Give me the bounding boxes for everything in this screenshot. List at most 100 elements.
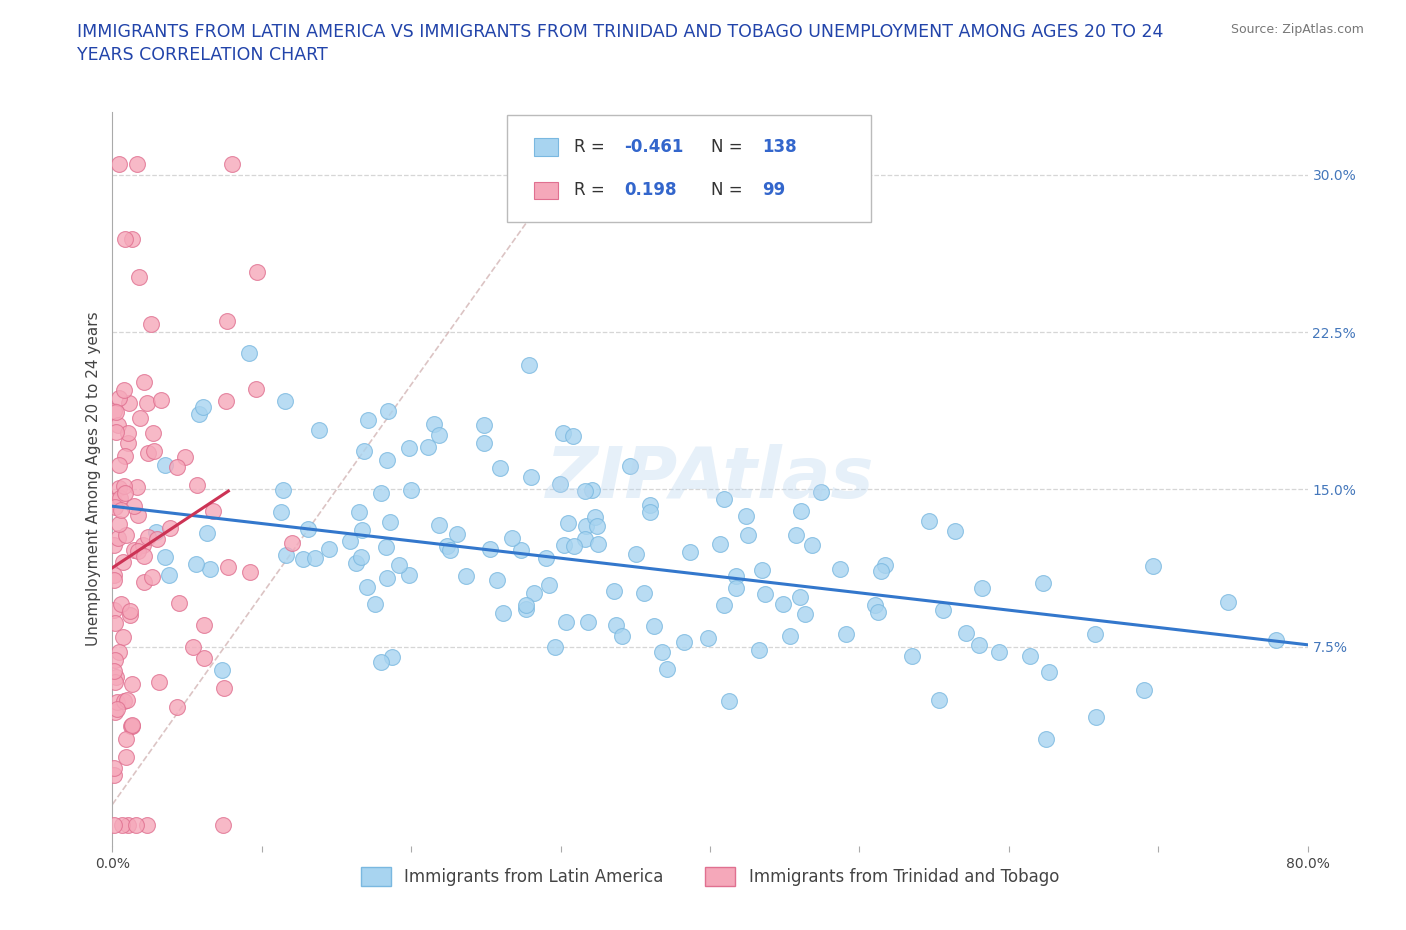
Point: [510, 543, 533, 558]
Point: [380, 514, 402, 529]
Point: [398, 441, 420, 456]
Point: [181, 640, 204, 655]
Point: [157, 567, 180, 582]
Point: [142, 444, 165, 458]
Point: [136, 529, 159, 544]
Point: [932, 603, 955, 618]
Point: [538, 578, 561, 592]
Point: [111, 817, 134, 832]
Point: [125, 156, 148, 171]
Point: [724, 568, 747, 583]
Point: [212, 681, 235, 696]
Point: [122, 542, 145, 557]
Point: [150, 392, 173, 407]
Point: [173, 449, 195, 464]
Point: [107, 418, 129, 432]
Point: [132, 549, 155, 564]
Point: [544, 640, 567, 655]
Point: [246, 265, 269, 280]
Point: [112, 554, 135, 569]
Point: [145, 525, 167, 539]
Text: -0.461: -0.461: [624, 138, 683, 155]
Point: [103, 493, 125, 508]
Point: [108, 157, 131, 172]
Point: [657, 661, 679, 676]
Point: [370, 654, 392, 669]
Point: [901, 649, 924, 664]
Point: [108, 516, 131, 531]
Point: [145, 532, 167, 547]
Legend: Immigrants from Latin America, Immigrants from Trinidad and Tobago: Immigrants from Latin America, Immigrant…: [354, 860, 1066, 893]
Point: [737, 528, 759, 543]
Point: [918, 513, 941, 528]
Point: [105, 695, 128, 710]
Point: [574, 532, 596, 547]
Point: [292, 552, 315, 567]
Point: [121, 677, 143, 692]
Point: [239, 565, 262, 579]
Point: [103, 817, 125, 832]
Text: IMMIGRANTS FROM LATIN AMERICA VS IMMIGRANTS FROM TRINIDAD AND TOBAGO UNEMPLOYMEN: IMMIGRANTS FROM LATIN AMERICA VS IMMIGRA…: [77, 23, 1164, 41]
Point: [148, 674, 170, 689]
Point: [454, 569, 477, 584]
Point: [619, 458, 641, 473]
Point: [105, 424, 128, 439]
Point: [103, 761, 125, 776]
Point: [987, 645, 1010, 660]
Point: [155, 458, 177, 472]
Point: [1018, 648, 1040, 663]
Point: [339, 534, 361, 549]
Point: [112, 479, 135, 494]
Point: [117, 435, 139, 450]
Point: [638, 498, 661, 512]
Point: [472, 435, 495, 450]
Point: [1142, 558, 1164, 573]
Point: [136, 395, 159, 410]
Point: [141, 426, 163, 441]
Point: [353, 444, 375, 458]
Point: [734, 509, 756, 524]
Point: [114, 232, 136, 246]
Point: [118, 604, 141, 618]
Point: [114, 486, 136, 501]
Point: [562, 429, 585, 444]
Point: [488, 460, 510, 475]
Point: [557, 516, 579, 531]
Point: [969, 637, 991, 652]
Point: [1218, 595, 1240, 610]
Point: [928, 692, 950, 707]
Point: [870, 564, 893, 578]
Point: [304, 550, 326, 565]
Point: [583, 510, 606, 525]
Point: [1265, 632, 1288, 647]
Point: [709, 537, 731, 551]
Point: [125, 817, 148, 832]
Point: [697, 631, 720, 645]
Point: [381, 650, 404, 665]
Point: [515, 597, 537, 612]
Point: [429, 428, 451, 443]
Point: [436, 538, 458, 553]
Point: [725, 580, 748, 595]
Point: [103, 404, 125, 418]
Point: [193, 400, 215, 415]
Point: [643, 618, 665, 633]
Bar: [534, 181, 558, 199]
Point: [356, 579, 378, 594]
Point: [640, 504, 662, 519]
Text: 0.198: 0.198: [624, 181, 676, 199]
Point: [588, 537, 610, 551]
Point: [193, 651, 215, 666]
Point: [132, 575, 155, 590]
Point: [519, 469, 541, 484]
Point: [103, 602, 125, 617]
Point: [103, 664, 125, 679]
Point: [115, 732, 138, 747]
Point: [416, 440, 439, 455]
Point: [772, 596, 794, 611]
Point: [955, 626, 977, 641]
Point: [485, 572, 508, 587]
Point: [198, 561, 221, 576]
Point: [318, 541, 340, 556]
Point: [866, 604, 889, 619]
